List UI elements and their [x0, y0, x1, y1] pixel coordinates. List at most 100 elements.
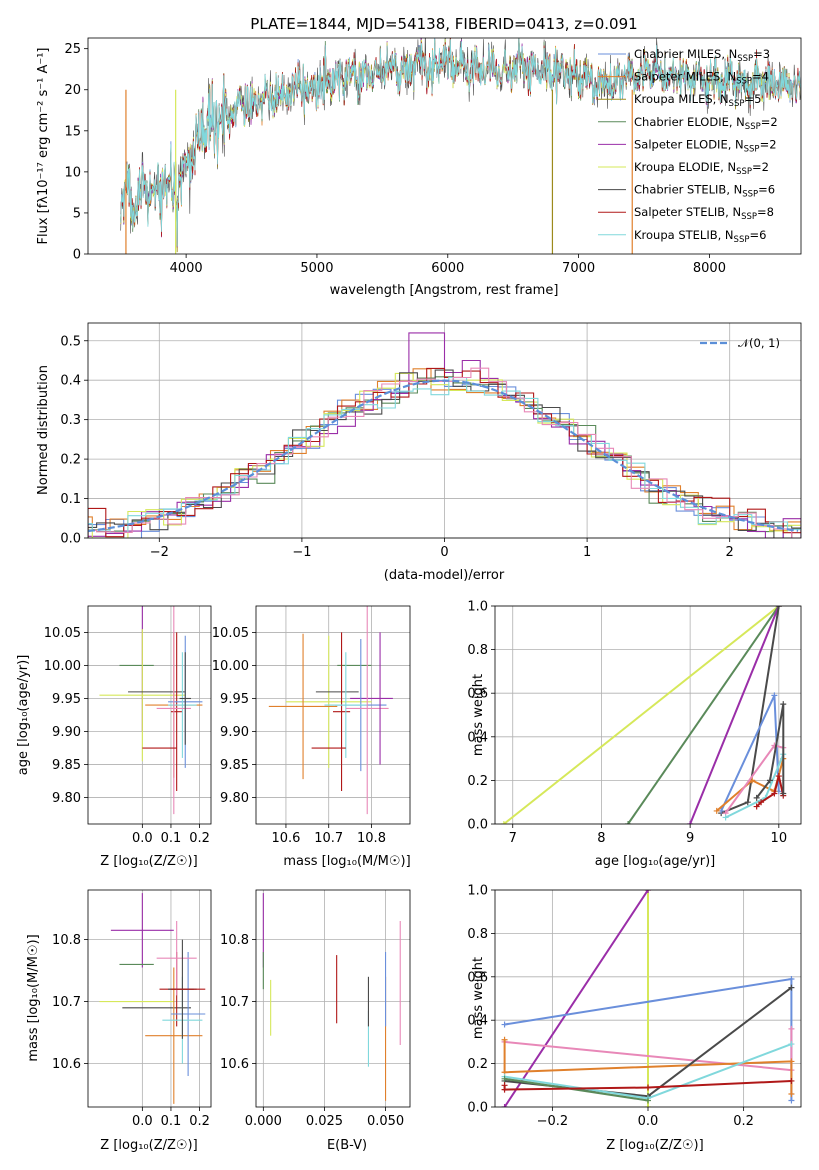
y-tick-label: 9.95 [52, 692, 81, 707]
z-mass-panel: 0.0 0.1 0.2 10.6 10.7 10.8 Z [log₁₀(Z/Z☉)] ma… [26, 889, 212, 1153]
y-tick-label: 10.00 [44, 659, 81, 674]
weight-marker [744, 799, 751, 806]
weight-marker [775, 773, 782, 780]
weight-marker [775, 606, 782, 609]
histogram-ylabel: Normed distribution [36, 365, 51, 495]
y-tick-label: 0.2 [467, 1057, 488, 1072]
y-tick-label: 10 [64, 165, 81, 180]
x-tick-label: 4000 [170, 261, 203, 276]
y-tick-label: 10.05 [212, 626, 249, 641]
y-tick-label: 9.90 [52, 725, 81, 740]
x-tick-label: 1 [583, 545, 591, 560]
y-tick-label: 20 [64, 83, 81, 98]
x-tick-label: 10.8 [357, 831, 386, 846]
axes-frame [87, 605, 212, 825]
x-tick-label: 10 [771, 831, 788, 846]
x-tick-label: 2 [726, 545, 734, 560]
y-tick-label: 10.6 [220, 1057, 249, 1072]
y-tick-label: 10.8 [52, 933, 81, 948]
axes-frame [255, 605, 411, 825]
spectrum-panel: PLATE=1844, MJD=54138, FIBERID=0413, z=0… [36, 15, 802, 298]
weight-line [755, 703, 785, 799]
ebv-mass-xlabel: E(B-V) [327, 1138, 367, 1153]
y-tick-label: 9.85 [220, 758, 249, 773]
z-age-panel: 0.0 0.1 0.2 9.80 9.85 9.90 9.95 10.00 10.05 Z [l… [16, 605, 212, 869]
x-tick-label: 0.000 [245, 1114, 282, 1129]
y-tick-label: 0.4 [467, 730, 488, 745]
legend-label: Chabrier MILES, NSSP=3 [634, 47, 770, 64]
y-tick-label: 9.90 [220, 725, 249, 740]
spectrum-line [120, 38, 801, 247]
y-tick-label: 0.8 [467, 643, 488, 658]
weight-marker [788, 1041, 795, 1048]
y-tick-label: 25 [64, 42, 81, 57]
x-tick-label: 7000 [562, 261, 595, 276]
weight-marker [687, 821, 694, 824]
histogram-step [88, 367, 801, 538]
z-weight-xlabel: Z [log₁₀(Z/Z☉)] [606, 1138, 703, 1153]
x-tick-label: 0.050 [367, 1114, 404, 1129]
x-tick-label: 0.2 [189, 1114, 210, 1129]
legend-label: Kroupa MILES, NSSP=5 [634, 92, 761, 109]
plot-content [268, 606, 393, 815]
weight-marker [501, 1086, 508, 1093]
x-tick-label: 0.2 [733, 1114, 754, 1129]
z-mass-plot: 0.0 0.1 0.2 10.6 10.7 10.8 [52, 889, 212, 1129]
x-tick-label: −2 [150, 545, 169, 560]
z-age-plot: 0.0 0.1 0.2 9.80 9.85 9.90 9.95 10.00 10.05 [44, 605, 212, 846]
y-tick-label: 10.7 [52, 995, 81, 1010]
x-tick-label: 0.1 [161, 831, 182, 846]
x-tick-label: 9 [686, 831, 694, 846]
y-tick-label: 0 [73, 248, 81, 263]
x-tick-label: 8 [597, 831, 605, 846]
x-tick-label: 6000 [431, 261, 464, 276]
weight-marker [788, 1058, 795, 1065]
x-tick-label: 0.0 [132, 1114, 153, 1129]
normal-curve [88, 379, 799, 533]
y-tick-label: 10.00 [212, 659, 249, 674]
x-tick-label: 10.6 [271, 831, 300, 846]
y-tick-label: 15 [64, 124, 81, 139]
age-weight-panel: 7 8 9 10 0.0 0.2 0.4 0.6 0.8 1.0 age [log₁₀(age/y… [467, 600, 802, 869]
histogram-plot: −2 −1 0 1 2 0.0 0.1 0.2 0.3 0.4 0.5 [60, 322, 802, 560]
legend-normal-label: 𝒩(0, 1) [738, 336, 780, 350]
weight-marker [788, 1025, 795, 1032]
z-weight-plot: −0.2 0.0 0.2 0.0 0.2 0.4 0.6 0.8 1.0 [467, 884, 802, 1129]
axes-frame [255, 889, 411, 1108]
y-tick-label: 5 [73, 206, 81, 221]
weight-marker [771, 692, 778, 699]
spectrum-xlabel: wavelength [Angstrom, rest frame] [330, 283, 559, 298]
x-tick-label: 0.0 [132, 831, 153, 846]
age-weight-ylabel: mass weight [471, 674, 486, 756]
y-tick-label: 0.0 [60, 532, 81, 547]
y-tick-label: 9.95 [220, 692, 249, 707]
x-tick-label: 0.025 [306, 1114, 343, 1129]
ebv-mass-plot: 0.000 0.025 0.050 10.6 10.7 10.8 [220, 889, 411, 1129]
y-tick-label: 9.80 [220, 791, 249, 806]
z-weight-panel: −0.2 0.0 0.2 0.0 0.2 0.4 0.6 0.8 1.0 Z [log₁₀(Z/… [467, 884, 802, 1153]
y-tick-label: 9.80 [52, 791, 81, 806]
x-tick-label: 7 [509, 831, 517, 846]
y-tick-label: 0.6 [467, 687, 488, 702]
x-tick-label: −0.2 [537, 1114, 569, 1129]
weight-line [689, 606, 780, 824]
weight-marker [722, 814, 729, 821]
y-tick-label: 0.2 [60, 453, 81, 468]
y-tick-label: 10.8 [220, 933, 249, 948]
legend-label: Chabrier STELIB, NSSP=6 [634, 183, 775, 200]
weight-marker [788, 1090, 795, 1097]
spectrum-plot: 4000 5000 6000 7000 8000 0 5 10 15 20 25 [64, 37, 802, 276]
x-tick-label: 0.0 [638, 1114, 659, 1129]
weight-marker [645, 1084, 651, 1091]
ebv-mass-panel: 0.000 0.025 0.050 10.6 10.7 10.8 E(B-V) [220, 889, 411, 1153]
weight-marker [645, 1104, 651, 1107]
weight-marker [771, 790, 778, 797]
y-tick-label: 0.3 [60, 413, 81, 428]
z-age-ylabel: age [log₁₀(age/yr)] [16, 655, 31, 776]
y-tick-label: 0.0 [467, 1101, 488, 1116]
legend-label: Kroupa ELODIE, NSSP=2 [634, 160, 769, 177]
weight-marker [766, 777, 773, 784]
y-tick-label: 9.85 [52, 758, 81, 773]
plot-content [500, 606, 787, 824]
